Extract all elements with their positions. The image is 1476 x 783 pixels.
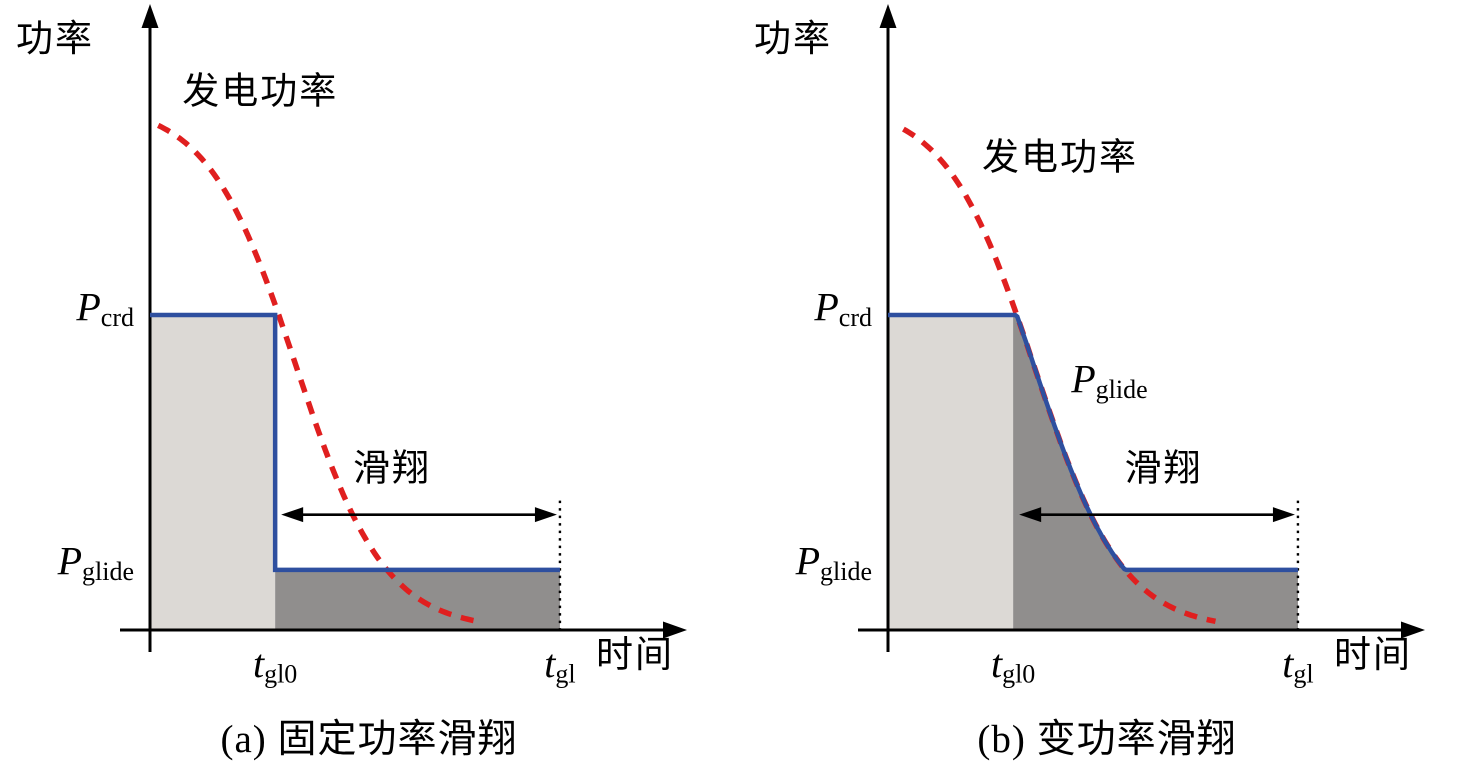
- p-crd-subscript: crd: [100, 303, 134, 333]
- panel-b-caption: (b) 变功率滑翔: [977, 718, 1237, 761]
- glide-arrow-right-head: [534, 507, 557, 523]
- p-crd-axis-label: Pcrd: [814, 285, 872, 332]
- p-glide-subscript: glide: [820, 556, 872, 586]
- plot-area-a: 功率 时间 发电功率 滑翔 Pcrd Pglide tgl0 tgl: [0, 0, 738, 700]
- plot-area-b: 功率 时间 发电功率 滑翔 Pcrd Pglide Pglide tgl0 tg…: [738, 0, 1476, 700]
- panel-b: 功率 时间 发电功率 滑翔 Pcrd Pglide Pglide tgl0 tg…: [738, 0, 1476, 783]
- chart-canvas-b: [858, 4, 1425, 652]
- t-gl-symbol: t: [544, 641, 556, 686]
- t-gl0-subscript: gl0: [264, 659, 298, 689]
- t-gl0-subscript: gl0: [1002, 659, 1036, 689]
- x-axis-arrow: [663, 621, 687, 639]
- glide-arrow-left-head: [281, 507, 304, 523]
- glide-arrow-right-head: [1272, 507, 1295, 523]
- p-glide-subscript: glide: [82, 556, 134, 586]
- t-gl-subscript: gl: [555, 659, 576, 689]
- panel-a-caption: (a) 固定功率滑翔: [220, 718, 518, 761]
- glide-span-label: 滑翔: [353, 448, 432, 490]
- y-axis-arrow: [141, 4, 159, 28]
- x-axis-title: 时间: [596, 635, 674, 676]
- generated-power-label: 发电功率: [982, 137, 1138, 179]
- y-axis-arrow: [879, 4, 897, 28]
- glide-region: [275, 569, 560, 630]
- pre-glide-region: [888, 315, 1014, 630]
- glide-power-line: [887, 312, 1299, 573]
- glide-region: [1013, 315, 1298, 630]
- t-gl0-tick-label: tgl0: [991, 642, 1035, 689]
- panel-a: 功率 时间 发电功率 滑翔 Pcrd Pglide tgl0 tgl (a) 固…: [0, 0, 738, 761]
- glide-power-line: [150, 312, 560, 573]
- glide-arrow-left-head: [1019, 507, 1042, 523]
- p-glide-symbol: P: [57, 538, 82, 584]
- t-gl0-tick-label: tgl0: [253, 642, 297, 689]
- glide-span-label: 滑翔: [1124, 448, 1203, 490]
- t-gl0-symbol: t: [252, 641, 265, 686]
- p-glide-curve-subscript: glide: [1095, 374, 1148, 404]
- p-crd-symbol: P: [814, 284, 839, 330]
- t-gl-tick-label: tgl: [544, 642, 575, 689]
- p-crd-subscript: crd: [838, 303, 872, 333]
- pre-glide-region: [150, 315, 276, 630]
- t-gl-subscript: gl: [1293, 659, 1314, 689]
- x-axis-title: 时间: [1334, 635, 1412, 676]
- y-axis-title: 功率: [754, 19, 832, 60]
- p-crd-symbol: P: [76, 284, 101, 330]
- p-glide-curve-label: Pglide: [1071, 357, 1147, 404]
- x-axis-arrow: [1401, 621, 1425, 639]
- generated-power-label: 发电功率: [182, 71, 339, 113]
- chart-canvas-a: [120, 4, 687, 652]
- p-glide-axis-label: Pglide: [796, 539, 872, 586]
- p-glide-axis-label: Pglide: [58, 539, 134, 586]
- p-glide-symbol: P: [795, 538, 820, 584]
- y-axis-title: 功率: [16, 19, 94, 60]
- generated-power-curve: [157, 122, 481, 625]
- t-gl-symbol: t: [1282, 641, 1294, 686]
- t-gl-tick-label: tgl: [1282, 642, 1313, 689]
- t-gl0-symbol: t: [990, 641, 1003, 686]
- p-glide-curve-symbol: P: [1071, 356, 1096, 402]
- p-crd-axis-label: Pcrd: [76, 285, 134, 332]
